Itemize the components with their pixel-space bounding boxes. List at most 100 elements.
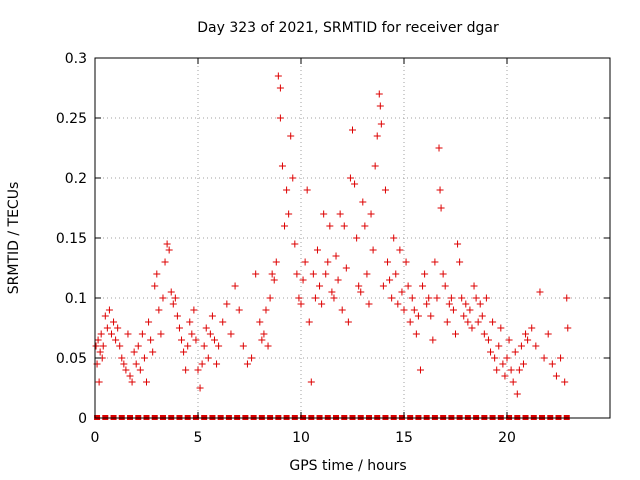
data-point [532,342,540,350]
data-point [206,330,214,338]
data-point [336,210,344,218]
data-point [441,282,449,290]
data-point [363,270,371,278]
data-point [522,330,530,338]
data-point [408,294,416,302]
data-point [328,288,336,296]
data-point [316,282,324,290]
data-point [439,270,447,278]
data-point [437,204,445,212]
data-point [386,276,394,284]
data-point [515,366,523,374]
data-point [367,210,375,218]
data-point [200,342,208,350]
data-point [188,330,196,338]
data-point [375,90,383,98]
data-point [153,270,161,278]
data-point [157,330,165,338]
data-point [184,342,192,350]
data-point [398,288,406,296]
data-point [101,312,109,320]
data-point [388,294,396,302]
data-point [215,342,223,350]
data-point [340,222,348,230]
y-axis-label: SRMTID / TECUs [6,182,22,295]
data-point [359,198,367,206]
data-point [320,210,328,218]
data-point [99,342,107,350]
data-point [507,366,515,374]
data-point [120,360,128,368]
data-point [274,72,282,80]
data-point [373,132,381,140]
data-point [349,126,356,134]
data-point [210,336,218,344]
data-point [167,288,175,296]
data-point [97,330,105,338]
data-point [122,366,130,374]
plot-frame [94,57,611,419]
data-point [178,336,186,344]
data-point [223,300,231,308]
data-point [149,348,157,356]
data-point [376,102,384,110]
data-point [392,270,400,278]
data-point [478,312,486,320]
data-point [416,366,424,374]
data-point [309,270,317,278]
data-point [103,324,111,332]
data-point [318,300,326,308]
data-point [552,372,560,380]
data-point [256,318,264,326]
data-point [198,360,206,368]
data-point [445,300,453,308]
data-point [334,276,342,284]
data-point [406,318,414,326]
data-point [92,342,100,350]
data-point [371,162,379,170]
data-point [272,258,280,266]
data-point [470,282,478,290]
data-point [301,258,309,266]
data-point [147,336,155,344]
data-point [95,378,103,386]
x-tick-label: 15 [395,430,413,446]
data-point [524,336,532,344]
data-point [155,306,163,314]
data-point [410,306,418,314]
data-point [213,360,221,368]
data-point [276,114,284,122]
data-point [324,258,332,266]
data-point [159,294,167,302]
data-point [436,186,444,194]
data-point [464,318,472,326]
x-tick-label: 0 [91,430,100,446]
data-point [295,294,303,302]
data-point [227,330,235,338]
data-point [476,300,484,308]
data-point [332,252,340,260]
data-point [377,120,385,128]
data-point [143,378,150,386]
data-point [454,240,462,248]
data-point [447,294,455,302]
data-point [285,210,293,218]
data-point [262,306,270,314]
data-point [182,366,190,374]
x-tick-label: 10 [292,430,310,446]
data-point [305,318,313,326]
data-point [194,366,202,374]
data-point [499,360,507,368]
data-point [402,258,410,266]
data-point [260,330,268,338]
data-point [266,294,274,302]
data-point [390,234,398,242]
data-point [355,282,363,290]
data-point [281,222,289,230]
data-point [564,324,572,332]
data-point [435,144,443,152]
data-point [307,378,315,386]
data-point [501,372,509,380]
data-point [252,270,260,278]
